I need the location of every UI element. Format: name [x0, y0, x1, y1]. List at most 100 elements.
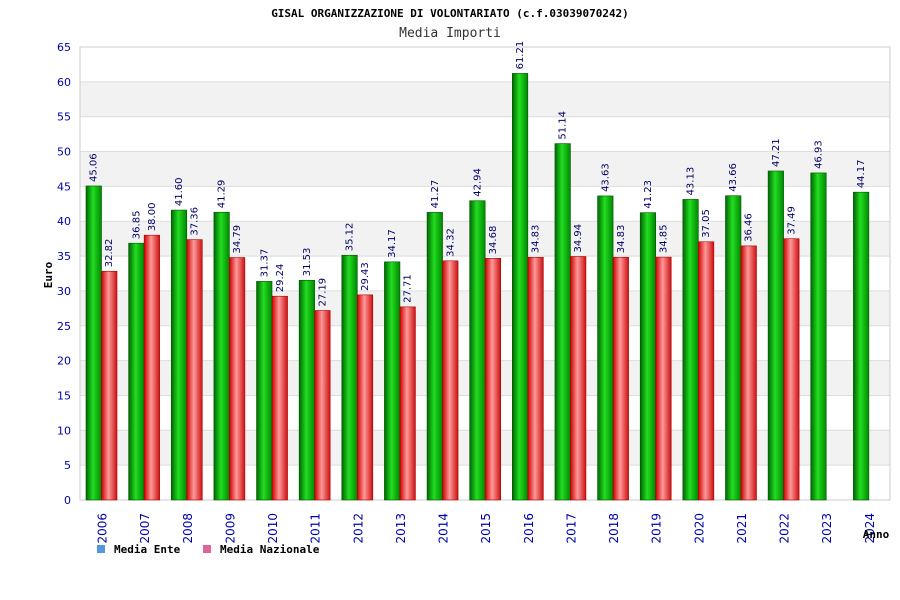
- data-label: 31.53: [302, 248, 313, 277]
- bar-media-nazionale: [783, 238, 800, 501]
- bar-media-ente: [213, 211, 230, 501]
- x-tick-label: 2014: [437, 513, 451, 544]
- bar-media-ente: [426, 212, 443, 501]
- x-axis-ticks: 2006 2007 2008 2009 2010 2011 2012 2013 2014 2015…: [96, 513, 877, 544]
- data-label: 41.29: [217, 180, 228, 209]
- bar-media-nazionale: [655, 256, 672, 501]
- legend-label-media-ente: Media Ente: [114, 543, 181, 556]
- data-label: 37.36: [190, 207, 201, 236]
- data-label: 43.66: [728, 163, 739, 192]
- y-tick-label: 60: [57, 76, 71, 89]
- data-label: 34.79: [232, 225, 243, 254]
- legend: Media Ente Media Nazionale: [97, 543, 320, 556]
- legend-swatch-media-ente: [97, 545, 105, 553]
- data-label: 44.17: [856, 160, 867, 189]
- bar-media-nazionale: [612, 256, 629, 501]
- grid-band: [80, 151, 890, 187]
- bar-media-nazionale: [314, 310, 331, 501]
- bar-media-nazionale: [570, 256, 587, 501]
- y-tick-label: 50: [57, 146, 71, 159]
- y-tick-label: 15: [57, 389, 71, 402]
- x-tick-label: 2012: [351, 513, 365, 544]
- y-tick-label: 65: [57, 41, 71, 54]
- data-label: 34.85: [658, 224, 669, 253]
- bar-media-nazionale: [186, 239, 203, 501]
- grid-band: [80, 116, 890, 152]
- bar-media-ente: [298, 279, 315, 501]
- y-tick-label: 25: [57, 320, 71, 333]
- bar-media-ente: [469, 200, 486, 501]
- y-tick-label: 35: [57, 250, 71, 263]
- bar-media-ente: [597, 195, 614, 501]
- y-tick-label: 30: [57, 285, 71, 298]
- bars: [85, 73, 870, 501]
- y-tick-label: 5: [64, 459, 71, 472]
- chart-subtitle: Media Importi: [399, 26, 501, 41]
- chart-title: GISAL ORGANIZZAZIONE DI VOLONTARIATO (c.…: [271, 7, 629, 20]
- data-label: 47.21: [771, 138, 782, 167]
- data-label: 35.12: [345, 223, 356, 252]
- x-tick-label: 2019: [650, 513, 664, 544]
- data-label: 36.85: [131, 211, 142, 240]
- grid-band: [80, 47, 890, 82]
- x-tick-label: 2018: [607, 513, 621, 544]
- bar-media-ente: [512, 73, 529, 501]
- bar-media-ente: [639, 212, 657, 501]
- bar-media-ente: [725, 195, 742, 501]
- data-label: 37.49: [786, 206, 797, 235]
- bar-media-nazionale: [101, 270, 118, 501]
- data-label: 43.13: [686, 167, 697, 196]
- bar-media-nazionale: [698, 241, 715, 501]
- bar-media-ente: [810, 172, 827, 501]
- data-labels: 45.06 32.82 36.85 38.00 41.60 37.36 41.29 34.79…: [89, 41, 867, 307]
- data-label: 46.93: [813, 140, 824, 169]
- bar-media-ente: [170, 209, 188, 501]
- data-label: 31.37: [259, 249, 270, 278]
- x-tick-label: 2022: [778, 513, 792, 544]
- data-label: 29.43: [360, 262, 371, 291]
- bar-media-ente: [128, 242, 145, 501]
- data-label: 41.27: [430, 180, 441, 209]
- bar-media-ente: [85, 185, 102, 501]
- bar-media-nazionale: [484, 258, 501, 501]
- legend-label-media-nazionale: Media Nazionale: [220, 543, 320, 556]
- y-axis-label: Euro: [42, 261, 55, 288]
- data-label: 34.68: [488, 226, 499, 255]
- bar-media-nazionale: [740, 245, 757, 501]
- data-label: 37.05: [701, 209, 712, 238]
- bar-media-nazionale: [527, 256, 544, 501]
- x-tick-label: 2017: [564, 513, 578, 544]
- data-label: 34.94: [573, 224, 584, 253]
- x-tick-label: 2007: [138, 513, 152, 544]
- x-tick-label: 2024: [863, 513, 877, 544]
- data-label: 34.83: [531, 225, 542, 254]
- x-tick-label: 2023: [820, 513, 834, 544]
- bar-media-ente: [682, 199, 699, 501]
- data-label: 61.21: [515, 41, 526, 70]
- x-tick-label: 2010: [266, 513, 280, 544]
- x-tick-label: 2015: [479, 513, 493, 544]
- y-tick-label: 45: [57, 180, 71, 193]
- bar-media-nazionale: [442, 260, 459, 501]
- y-tick-label: 10: [57, 424, 71, 437]
- x-tick-label: 2020: [692, 513, 706, 544]
- x-tick-label: 2008: [181, 513, 195, 544]
- data-label: 42.94: [472, 168, 483, 197]
- data-label: 34.32: [445, 228, 456, 257]
- x-tick-label: 2011: [309, 513, 323, 544]
- data-label: 38.00: [147, 203, 158, 232]
- data-label: 41.23: [643, 180, 654, 209]
- bar-media-nazionale: [399, 306, 416, 501]
- bar-media-nazionale: [143, 234, 160, 501]
- bar-media-ente: [256, 281, 273, 501]
- x-tick-label: 2009: [223, 513, 237, 544]
- data-label: 41.60: [174, 177, 185, 206]
- data-label: 34.17: [387, 229, 398, 258]
- bar-media-nazionale: [271, 295, 288, 501]
- bar-media-ente: [384, 261, 401, 501]
- x-axis-label: Anno: [863, 528, 890, 541]
- bar-media-ente: [767, 170, 784, 501]
- x-tick-label: 2006: [96, 513, 110, 544]
- bar-media-nazionale: [229, 257, 246, 501]
